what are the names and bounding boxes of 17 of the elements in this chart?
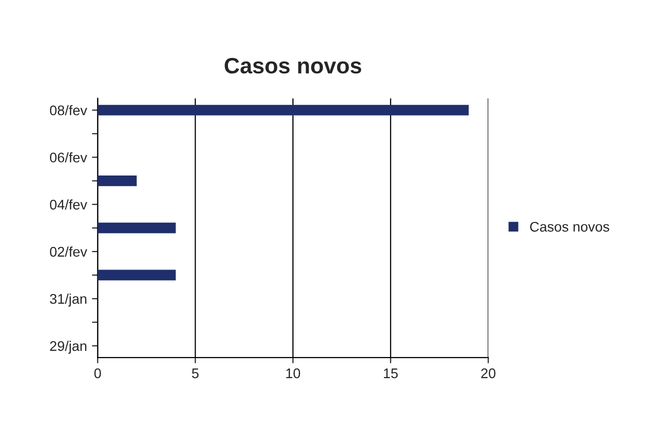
y-tick-label: 31/jan (50, 294, 86, 307)
y-tick-label: 08/fev (50, 105, 88, 116)
bar (98, 176, 137, 186)
bar (98, 222, 176, 234)
bar (98, 104, 469, 116)
y-tick-label: 04/fev (50, 199, 88, 210)
chart-title: Casos novos (224, 58, 362, 74)
y-tick-label: 02/fev (50, 246, 88, 257)
bar (98, 270, 176, 280)
x-tick-label: 5 (192, 368, 199, 378)
x-tick-label: 0 (94, 368, 101, 378)
x-tick-label: 15 (384, 368, 398, 378)
legend-label: Casos novos (530, 222, 610, 232)
x-tick-label: 10 (286, 368, 300, 378)
y-tick-label: 29/jan (50, 340, 86, 354)
x-tick-label: 20 (481, 368, 496, 378)
y-tick-label: 06/fev (50, 152, 88, 162)
